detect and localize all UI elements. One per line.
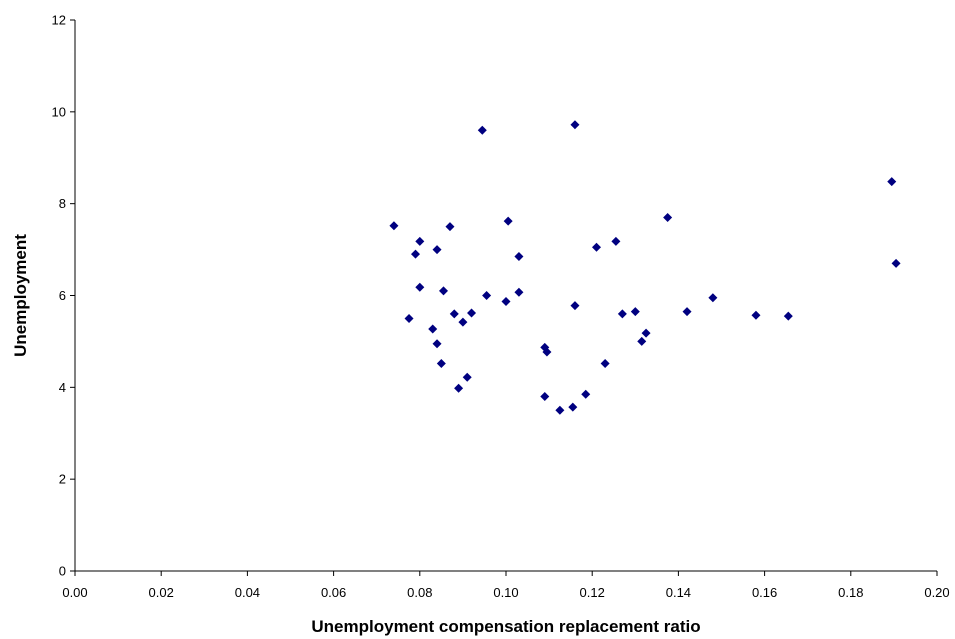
data-point bbox=[542, 347, 552, 357]
x-tick-label: 0.12 bbox=[580, 585, 605, 600]
data-point bbox=[783, 311, 793, 321]
data-point bbox=[462, 372, 472, 382]
data-point bbox=[570, 301, 580, 311]
data-point bbox=[570, 120, 580, 130]
x-axis-ticks: 0.00 0.02 0.04 0.06 0.08 0.10 0.12 0.14 0.16 0.18… bbox=[62, 571, 950, 600]
data-point bbox=[410, 249, 420, 259]
data-point bbox=[592, 242, 602, 252]
data-point bbox=[428, 324, 438, 334]
y-tick-label: 6 bbox=[59, 288, 66, 303]
data-point bbox=[514, 251, 524, 261]
data-point bbox=[663, 212, 673, 222]
x-tick-label: 0.08 bbox=[407, 585, 432, 600]
y-axis-ticks: 0 2 4 6 8 10 12 bbox=[52, 13, 75, 579]
data-point bbox=[445, 222, 455, 232]
data-point bbox=[454, 383, 464, 393]
data-point bbox=[514, 287, 524, 297]
data-point bbox=[501, 296, 511, 306]
data-point bbox=[415, 236, 425, 246]
y-tick-label: 10 bbox=[52, 104, 66, 119]
data-point bbox=[581, 389, 591, 399]
data-point bbox=[477, 125, 487, 135]
data-point bbox=[467, 308, 477, 318]
data-point bbox=[540, 392, 550, 402]
y-tick-label: 8 bbox=[59, 196, 66, 211]
y-tick-label: 12 bbox=[52, 13, 66, 28]
x-tick-label: 0.02 bbox=[149, 585, 174, 600]
data-point bbox=[708, 293, 718, 303]
x-tick-label: 0.18 bbox=[838, 585, 863, 600]
x-tick-label: 0.20 bbox=[924, 585, 949, 600]
data-points bbox=[389, 120, 901, 415]
data-point bbox=[389, 221, 399, 231]
y-tick-label: 4 bbox=[59, 380, 66, 395]
data-point bbox=[600, 358, 610, 368]
data-point bbox=[458, 317, 468, 327]
data-point bbox=[682, 307, 692, 317]
data-point bbox=[611, 236, 621, 246]
y-tick-label: 0 bbox=[59, 564, 66, 579]
data-point bbox=[432, 245, 442, 255]
data-point bbox=[436, 358, 446, 368]
x-tick-label: 0.06 bbox=[321, 585, 346, 600]
y-tick-label: 2 bbox=[59, 472, 66, 487]
y-axis-title: Unemployment bbox=[11, 234, 30, 357]
data-point bbox=[641, 328, 651, 338]
data-point bbox=[503, 216, 513, 226]
data-point bbox=[751, 310, 761, 320]
data-point bbox=[887, 177, 897, 187]
data-point bbox=[637, 336, 647, 346]
x-tick-label: 0.00 bbox=[62, 585, 87, 600]
x-tick-label: 0.14 bbox=[666, 585, 691, 600]
x-tick-label: 0.04 bbox=[235, 585, 260, 600]
data-point bbox=[439, 286, 449, 296]
data-point bbox=[555, 405, 565, 415]
data-point bbox=[891, 258, 901, 268]
data-point bbox=[482, 291, 492, 300]
data-point bbox=[449, 309, 459, 319]
data-point bbox=[630, 307, 640, 317]
x-axis-title: Unemployment compensation replacement ra… bbox=[311, 617, 700, 636]
data-point bbox=[617, 309, 627, 319]
x-tick-label: 0.10 bbox=[493, 585, 518, 600]
data-point bbox=[432, 339, 442, 349]
x-tick-label: 0.16 bbox=[752, 585, 777, 600]
data-point bbox=[415, 282, 425, 292]
data-point bbox=[404, 313, 414, 323]
data-point bbox=[568, 402, 578, 412]
